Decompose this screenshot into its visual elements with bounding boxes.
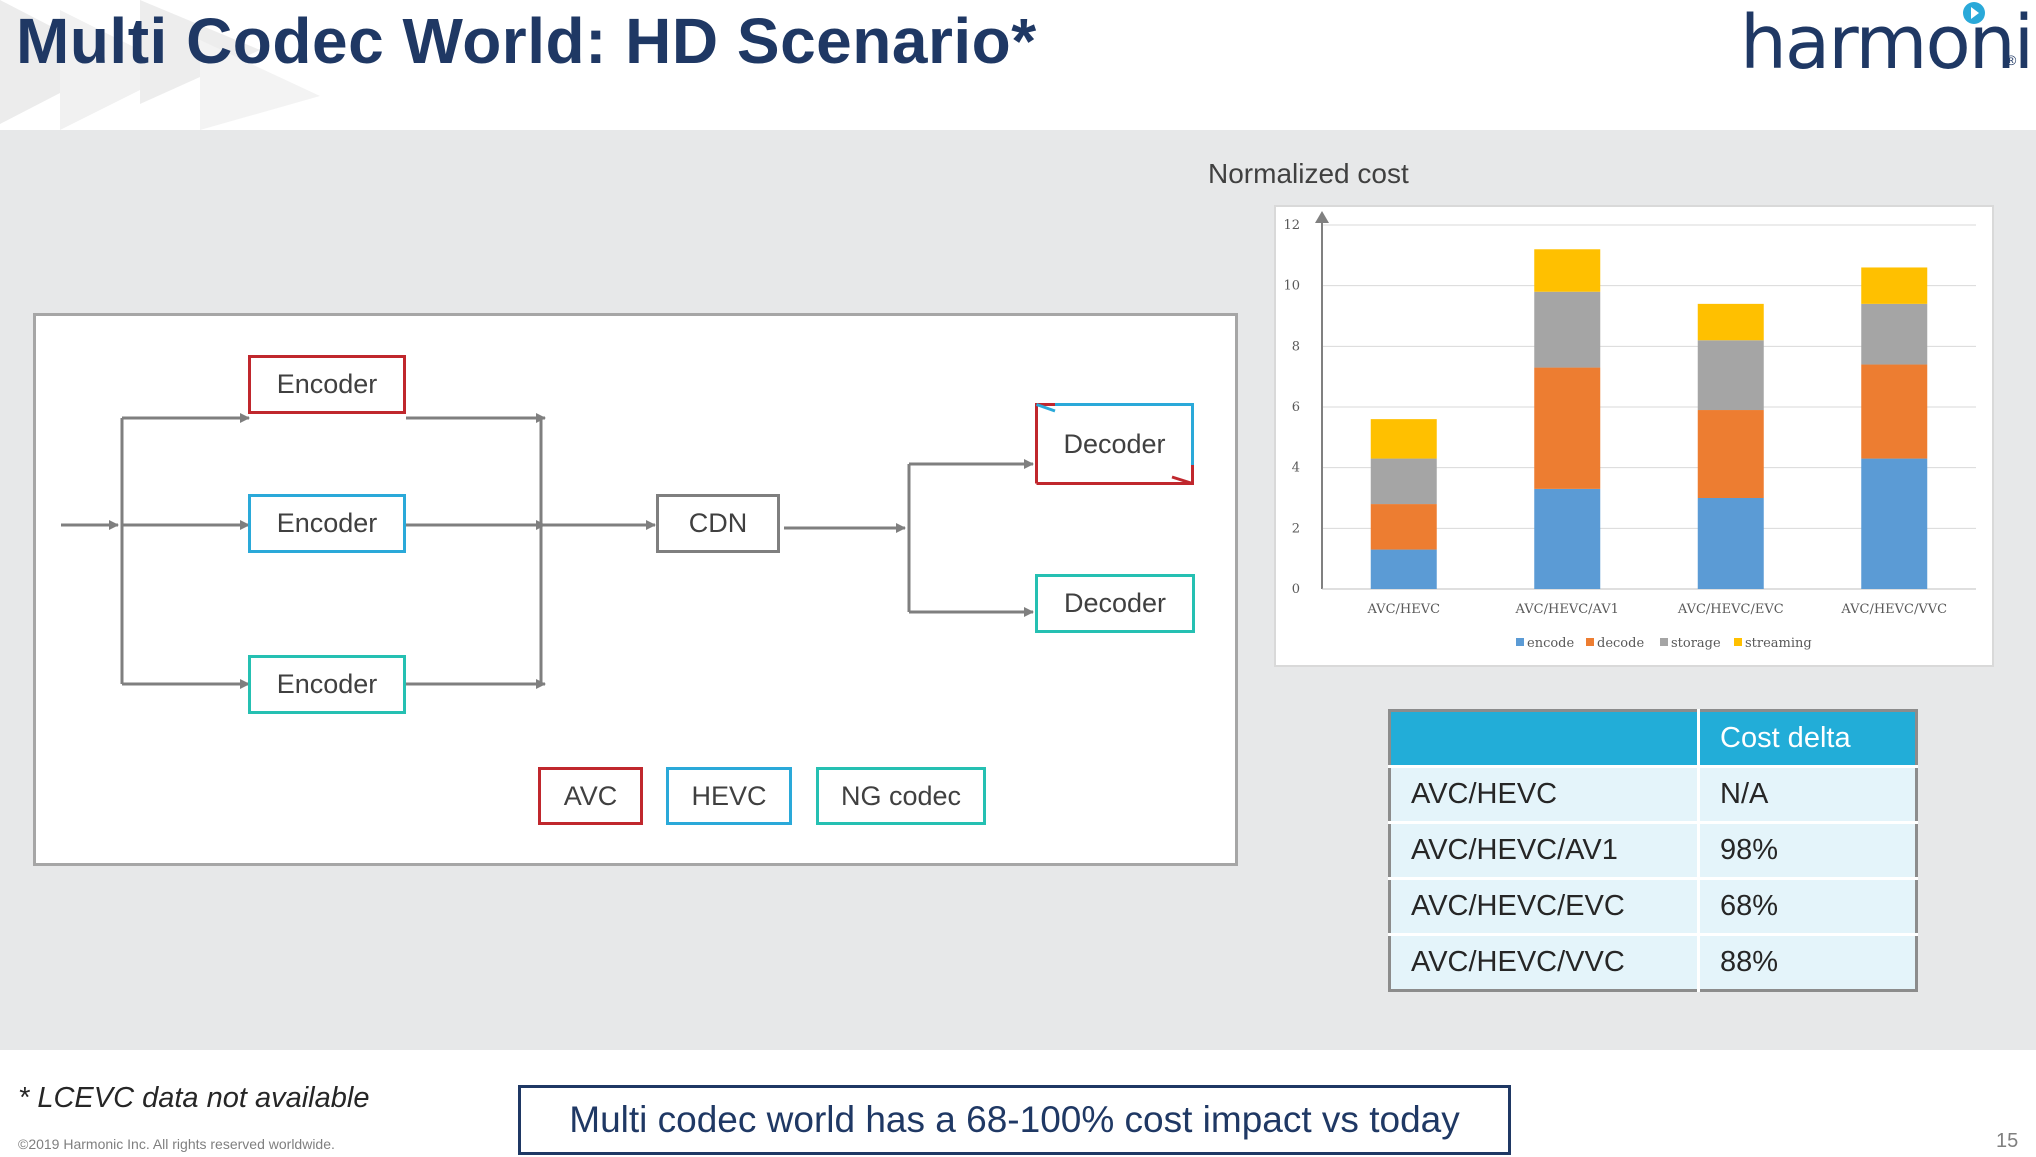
y-tick-label: 8 bbox=[1292, 339, 1300, 354]
legend-swatch-storage bbox=[1660, 638, 1668, 646]
y-tick-label: 4 bbox=[1292, 461, 1300, 476]
table-row: AVC/HEVC/AV1 98% bbox=[1389, 821, 1917, 879]
y-tick-label: 12 bbox=[1283, 218, 1300, 233]
encoder-ng-box: Encoder bbox=[248, 655, 406, 714]
table-cell-delta: N/A bbox=[1698, 765, 1917, 823]
legend-avc-label: AVC bbox=[563, 780, 618, 811]
bar-segment-decode bbox=[1697, 410, 1764, 498]
decoder-dual-border bbox=[1035, 403, 1194, 485]
decoder-ng-box: Decoder bbox=[1035, 574, 1195, 633]
y-tick-label: 6 bbox=[1292, 400, 1300, 415]
registered-mark: ® bbox=[2006, 52, 2017, 68]
bar-segment-streaming bbox=[1861, 267, 1928, 304]
header-decoration bbox=[0, 0, 320, 130]
table-cell-delta: 68% bbox=[1698, 877, 1917, 935]
encoder-hevc-label: Encoder bbox=[276, 508, 378, 538]
chart-plot: 0 2 4 6 8 10 12 AVC/HEVC AVC/HEVC/AV1 AVC/HEVC/EV… bbox=[1283, 211, 1976, 651]
table-header-blank bbox=[1389, 710, 1700, 767]
encoder-hevc-box: Encoder bbox=[248, 494, 406, 553]
decoder-2-label: Decoder bbox=[1063, 588, 1167, 618]
legend-label: decode bbox=[1597, 636, 1644, 651]
slide-header: Multi Codec World: HD Scenario* harmonic… bbox=[0, 0, 2036, 130]
cdn-label: CDN bbox=[688, 508, 748, 538]
table-row: AVC/HEVC/EVC 68% bbox=[1389, 877, 1917, 935]
diagram-connectors bbox=[61, 413, 1034, 689]
legend-label: streaming bbox=[1745, 636, 1812, 651]
legend-swatch-decode bbox=[1586, 638, 1594, 646]
harmonic-logo: harmonic ® bbox=[1740, 0, 2036, 90]
chart-title: Normalized cost bbox=[1208, 158, 1409, 189]
table-header-row: Cost delta bbox=[1389, 710, 1917, 767]
bar-segment-storage bbox=[1861, 303, 1928, 365]
bar-segment-encode bbox=[1697, 498, 1764, 589]
bar-segment-encode bbox=[1534, 488, 1601, 589]
x-tick-label: AVC/HEVC/EVC bbox=[1677, 602, 1784, 617]
y-axis-arrow bbox=[1315, 211, 1329, 223]
bar-segment-storage bbox=[1697, 340, 1764, 411]
bar-segment-streaming bbox=[1697, 303, 1764, 341]
table-row: AVC/HEVC/VVC 88% bbox=[1389, 933, 1917, 991]
table-cell-delta: 88% bbox=[1698, 933, 1917, 991]
decoder-1-label: Decoder bbox=[1063, 428, 1166, 459]
bar-segment-storage bbox=[1534, 291, 1601, 368]
table-cell-codec: AVC/HEVC bbox=[1389, 765, 1700, 823]
callout-text: Multi codec world has a 68-100% cost imp… bbox=[569, 1099, 1460, 1140]
normalized-cost-chart: 0 2 4 6 8 10 12 AVC/HEVC AVC/HEVC/AV1 AVC/HEVC/EV… bbox=[1274, 205, 1994, 667]
legend-swatch-streaming bbox=[1734, 638, 1742, 646]
slide-title: Multi Codec World: HD Scenario* bbox=[16, 5, 1037, 77]
x-tick-label: AVC/HEVC bbox=[1366, 602, 1440, 617]
encoder-ng-label: Encoder bbox=[276, 669, 378, 699]
copyright: ©2019 Harmonic Inc. All rights reserved … bbox=[18, 1136, 335, 1152]
y-tick-label: 0 bbox=[1292, 582, 1300, 597]
bar-segment-decode bbox=[1370, 504, 1437, 550]
page-number: 15 bbox=[1996, 1130, 2019, 1152]
table-cell-codec: AVC/HEVC/EVC bbox=[1389, 877, 1700, 935]
logo-wordmark: harmonic bbox=[1740, 0, 2036, 86]
codec-flow-diagram: Encoder Encoder Encoder CDN Decoder Deco… bbox=[33, 313, 1238, 866]
y-tick-label: 10 bbox=[1283, 279, 1300, 294]
legend-ng-label: NG codec bbox=[840, 780, 962, 811]
bar-segment-encode bbox=[1370, 549, 1437, 589]
play-icon bbox=[1963, 2, 1985, 24]
table-row: AVC/HEVC N/A bbox=[1389, 765, 1917, 823]
legend-ng-codec: NG codec bbox=[816, 767, 986, 825]
table-cell-delta: 98% bbox=[1698, 821, 1917, 879]
encoder-avc-box: Encoder bbox=[248, 355, 406, 414]
legend-avc: AVC bbox=[538, 767, 643, 825]
cdn-box: CDN bbox=[656, 494, 780, 553]
table-cell-codec: AVC/HEVC/AV1 bbox=[1389, 821, 1700, 879]
encoder-avc-label: Encoder bbox=[276, 369, 378, 399]
x-tick-label: AVC/HEVC/AV1 bbox=[1515, 602, 1619, 617]
bar-segment-storage bbox=[1370, 458, 1437, 505]
legend-swatch-encode bbox=[1516, 638, 1524, 646]
y-tick-label: 2 bbox=[1292, 521, 1300, 536]
footnote: * LCEVC data not available bbox=[18, 1082, 370, 1114]
bar-segment-encode bbox=[1861, 458, 1928, 589]
table-cell-codec: AVC/HEVC/VVC bbox=[1389, 933, 1700, 991]
cost-delta-table: Cost delta AVC/HEVC N/A AVC/HEVC/AV1 98%… bbox=[1388, 709, 1918, 992]
bar-segment-streaming bbox=[1370, 419, 1437, 459]
table-header-cost-delta: Cost delta bbox=[1698, 710, 1917, 767]
legend-hevc-label: HEVC bbox=[691, 780, 767, 811]
decoder-avc-hevc-box: Decoder bbox=[1035, 403, 1194, 485]
legend-label: encode bbox=[1527, 636, 1574, 651]
bar-segment-decode bbox=[1861, 364, 1928, 459]
bar-segment-decode bbox=[1534, 367, 1601, 489]
legend-label: storage bbox=[1671, 636, 1721, 651]
legend-hevc: HEVC bbox=[666, 767, 792, 825]
x-tick-label: AVC/HEVC/VVC bbox=[1840, 602, 1947, 617]
callout-box: Multi codec world has a 68-100% cost imp… bbox=[518, 1085, 1511, 1155]
bar-segment-streaming bbox=[1534, 249, 1601, 292]
